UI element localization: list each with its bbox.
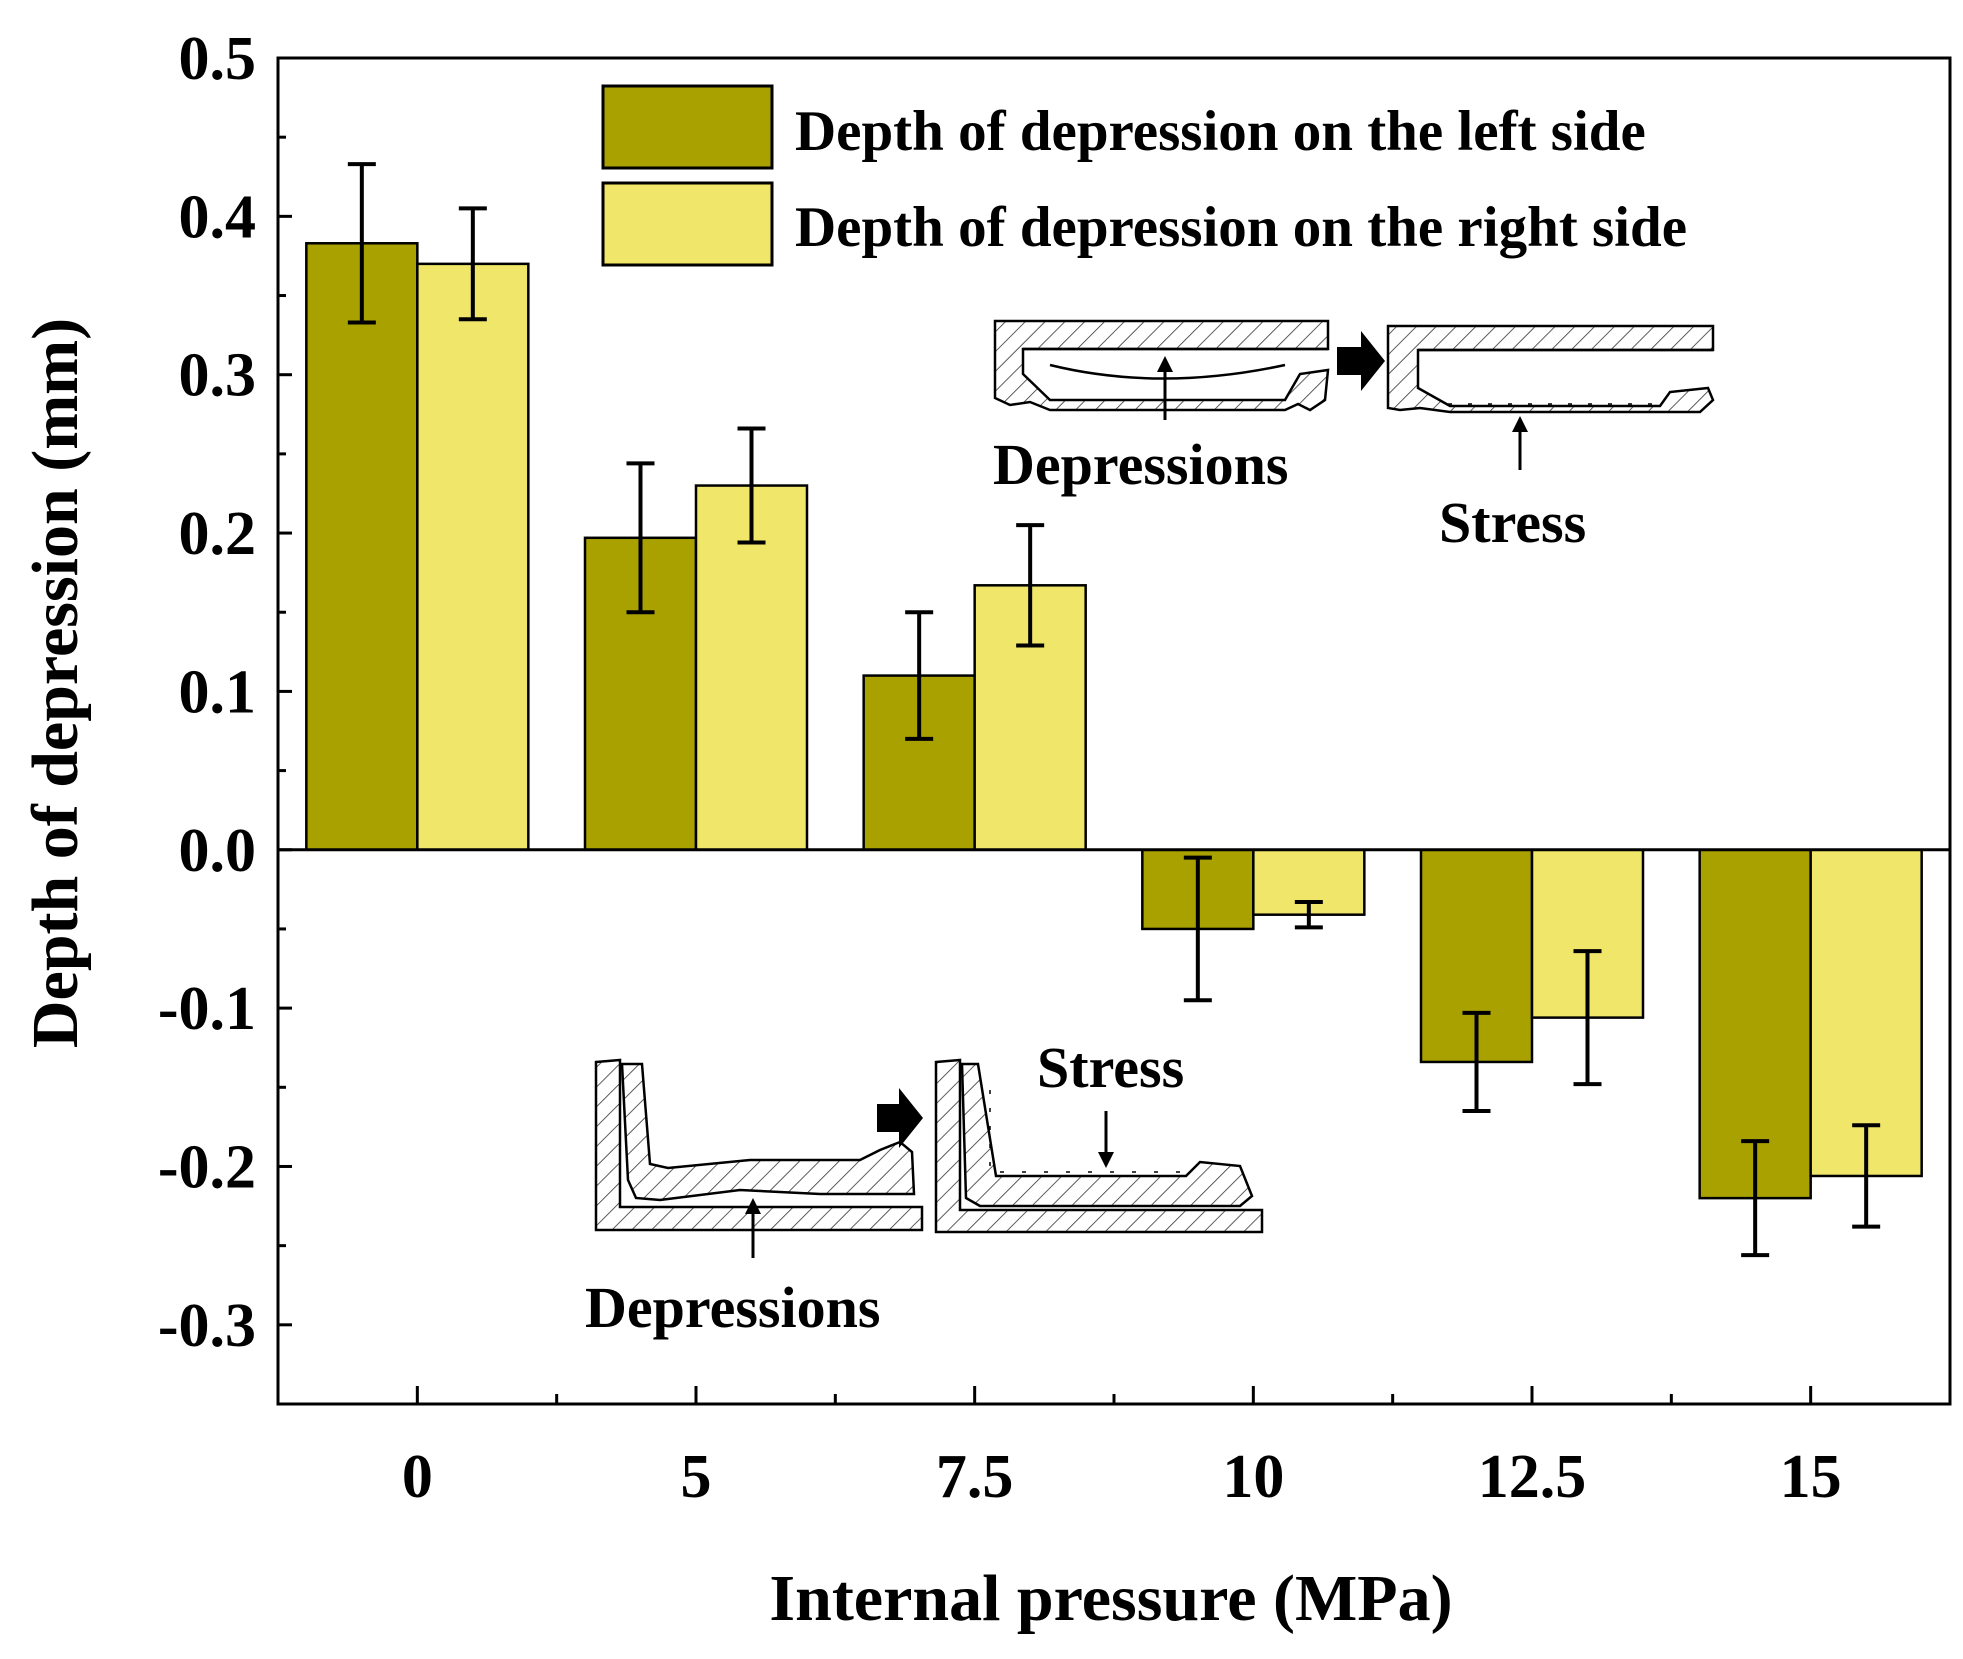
y-tick-label: -0.2 [158,1133,256,1201]
error-bar-left-0 [347,162,376,325]
error-bar-left-10 [1183,855,1212,1003]
x-tick-label: 7.5 [936,1443,1014,1511]
legend-label-left: Depth of depression on the left side [795,100,1646,163]
error-bar-left-15 [1741,1139,1770,1258]
bar-left-0 [305,242,419,852]
top-inset-arrow [1337,331,1385,391]
y-tick-label: 0.3 [179,342,257,410]
x-tick-label: 12.5 [1478,1443,1587,1511]
y-tick-label: 0.5 [179,25,257,93]
bars-layer [305,242,1923,1200]
error-bar-right-5 [737,426,766,545]
y-tick-label: 0.0 [179,817,257,885]
legend-swatch-left [601,84,774,170]
y-tick-label: -0.3 [158,1292,256,1360]
y-tick-label: 0.4 [179,183,257,251]
y-tick-label: -0.1 [158,975,256,1043]
top-inset-depressions-label: Depressions [993,432,1288,497]
error-bar-right-15 [1852,1123,1881,1229]
y-tick-label: 0.1 [179,658,257,726]
bar-right-15 [1809,848,1923,1178]
bar-right-0 [416,262,530,852]
error-bar-right-7.5 [1016,523,1045,648]
legend: Depth of depression on the left side Dep… [601,84,1687,267]
bar-right-5 [694,484,809,852]
bottom-inset-before: Depressions [585,1058,924,1340]
error-bar-left-12.5 [1462,1010,1491,1114]
x-tick-label: 0 [402,1443,433,1511]
top-inset-diagram: Depressions Stress [993,319,1715,555]
legend-swatch-right [601,181,774,267]
error-bar-right-12.5 [1573,949,1602,1087]
error-bar-right-0 [458,206,487,322]
error-bar-left-7.5 [905,610,934,741]
y-axis-title: Depth of depression (mm) [19,318,92,1048]
x-tick-label: 5 [681,1443,712,1511]
bottom-inset-stress-label: Stress [1037,1035,1184,1100]
y-axis: 0.5 0.4 0.3 0.2 0.1 0.0 -0.1 -0.2 -0.3 [158,25,292,1360]
x-tick-label: 10 [1222,1443,1284,1511]
error-bar-right-10 [1294,900,1323,930]
top-inset-after: Stress [1386,324,1715,555]
bottom-inset-depressions-label: Depressions [585,1275,880,1340]
y-tick-label: 0.2 [179,500,257,568]
bottom-inset-after: Stress [934,1035,1264,1234]
error-bars-layer [347,162,1881,1258]
bottom-inset-arrow [877,1088,923,1148]
bottom-inset-diagram: Depressions Stress [585,1035,1264,1340]
x-axis: 0 5 7.5 10 12.5 15 [402,1386,1842,1511]
x-tick-label: 15 [1780,1443,1842,1511]
top-inset-stress-label: Stress [1439,490,1586,555]
legend-label-right: Depth of depression on the right side [795,196,1687,259]
top-inset-before: Depressions [993,319,1330,497]
x-axis-title: Internal pressure (MPa) [769,1562,1452,1635]
error-bar-left-5 [626,461,655,615]
